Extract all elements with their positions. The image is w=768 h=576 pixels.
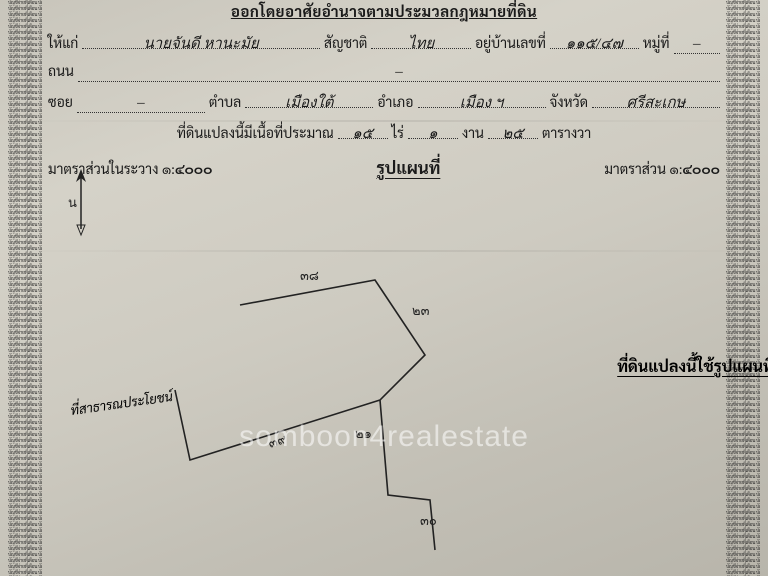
label-house-no: อยู่บ้านเลขที่ xyxy=(475,34,546,52)
dim-30: ๓๐ xyxy=(420,514,437,529)
label-province: จังหวัด xyxy=(550,93,589,111)
land-plot-map: ๓๘ ๒๓ ๒๑ ๓๐ ๓๙ xyxy=(120,260,560,560)
address-line: ซอย – ตำบล เมืองใต้ อำเภอ เมือง ฯ จังหวั… xyxy=(48,90,720,113)
dim-21: ๒๑ xyxy=(355,427,372,442)
svg-text:น: น xyxy=(68,196,77,211)
label-nationality: สัญชาติ xyxy=(324,34,368,52)
map-title: รูปแผนที่ xyxy=(376,156,440,178)
document-title: ออกโดยอาศัยอำนาจตามประมวลกฎหมายที่ดิน xyxy=(48,2,720,21)
tambon: เมืองใต้ xyxy=(245,90,373,108)
nationality: ไทย xyxy=(371,31,471,49)
moo: – xyxy=(674,36,720,54)
dim-38: ๓๘ xyxy=(300,269,319,284)
scale-right: มาตราส่วน ๑:๔๐๐๐ xyxy=(604,160,720,178)
label-area: ที่ดินแปลงนี้มีเนื้อที่ประมาณ xyxy=(177,124,334,142)
ngan: ๑ xyxy=(408,121,458,139)
label-ngan: งาน xyxy=(462,124,484,142)
wa: ๒๕ xyxy=(488,121,538,139)
dim-23: ๒๓ xyxy=(412,304,430,319)
label-wa: ตารางวา xyxy=(542,124,591,142)
soi: – xyxy=(77,95,205,113)
owner-name: นายจันดี หานะมัย xyxy=(82,31,320,49)
label-amphoe: อำเภอ xyxy=(377,93,413,111)
house-no: ๑๑๕/๔๗ xyxy=(550,31,639,49)
security-border-right: บัญชีจ่ายที่เดือน บัญชีจ่ายที่เดือนบัญชี… xyxy=(726,0,760,576)
label-soi: ซอย xyxy=(48,93,73,111)
scale-row: มาตราส่วนในระวาง ๑:๔๐๐๐ รูปแผนที่ มาตราส… xyxy=(48,156,720,178)
road: – xyxy=(78,64,720,82)
road-line: ถนน – xyxy=(48,62,720,82)
province: ศรีสะเกษ xyxy=(592,90,720,108)
area-line: ที่ดินแปลงนี้มีเนื้อที่ประมาณ ๑๕ ไร่ ๑ ง… xyxy=(48,121,720,142)
paper-background: บัญชีจ่ายที่เดือน บัญชีจ่ายที่เดือนบัญชี… xyxy=(0,0,768,576)
label-tambon: ตำบล xyxy=(209,93,241,111)
label-moo: หมู่ที่ xyxy=(643,34,670,52)
amphoe: เมือง ฯ xyxy=(418,90,546,108)
label-give: ให้แก่ xyxy=(48,34,78,52)
security-border-left: บัญชีจ่ายที่เดือน บัญชีจ่ายที่เดือนบัญชี… xyxy=(8,0,42,576)
plot-continuation-note: ที่ดินแปลงนี้ใช้รูปแผนที่ในใบต่อ xyxy=(617,355,768,376)
label-road: ถนน xyxy=(48,62,74,80)
label-rai: ไร่ xyxy=(392,124,404,142)
rai: ๑๕ xyxy=(338,121,388,139)
owner-line: ให้แก่ นายจันดี หานะมัย สัญชาติ ไทย อยู่… xyxy=(48,31,720,54)
compass-icon: น xyxy=(66,167,96,237)
